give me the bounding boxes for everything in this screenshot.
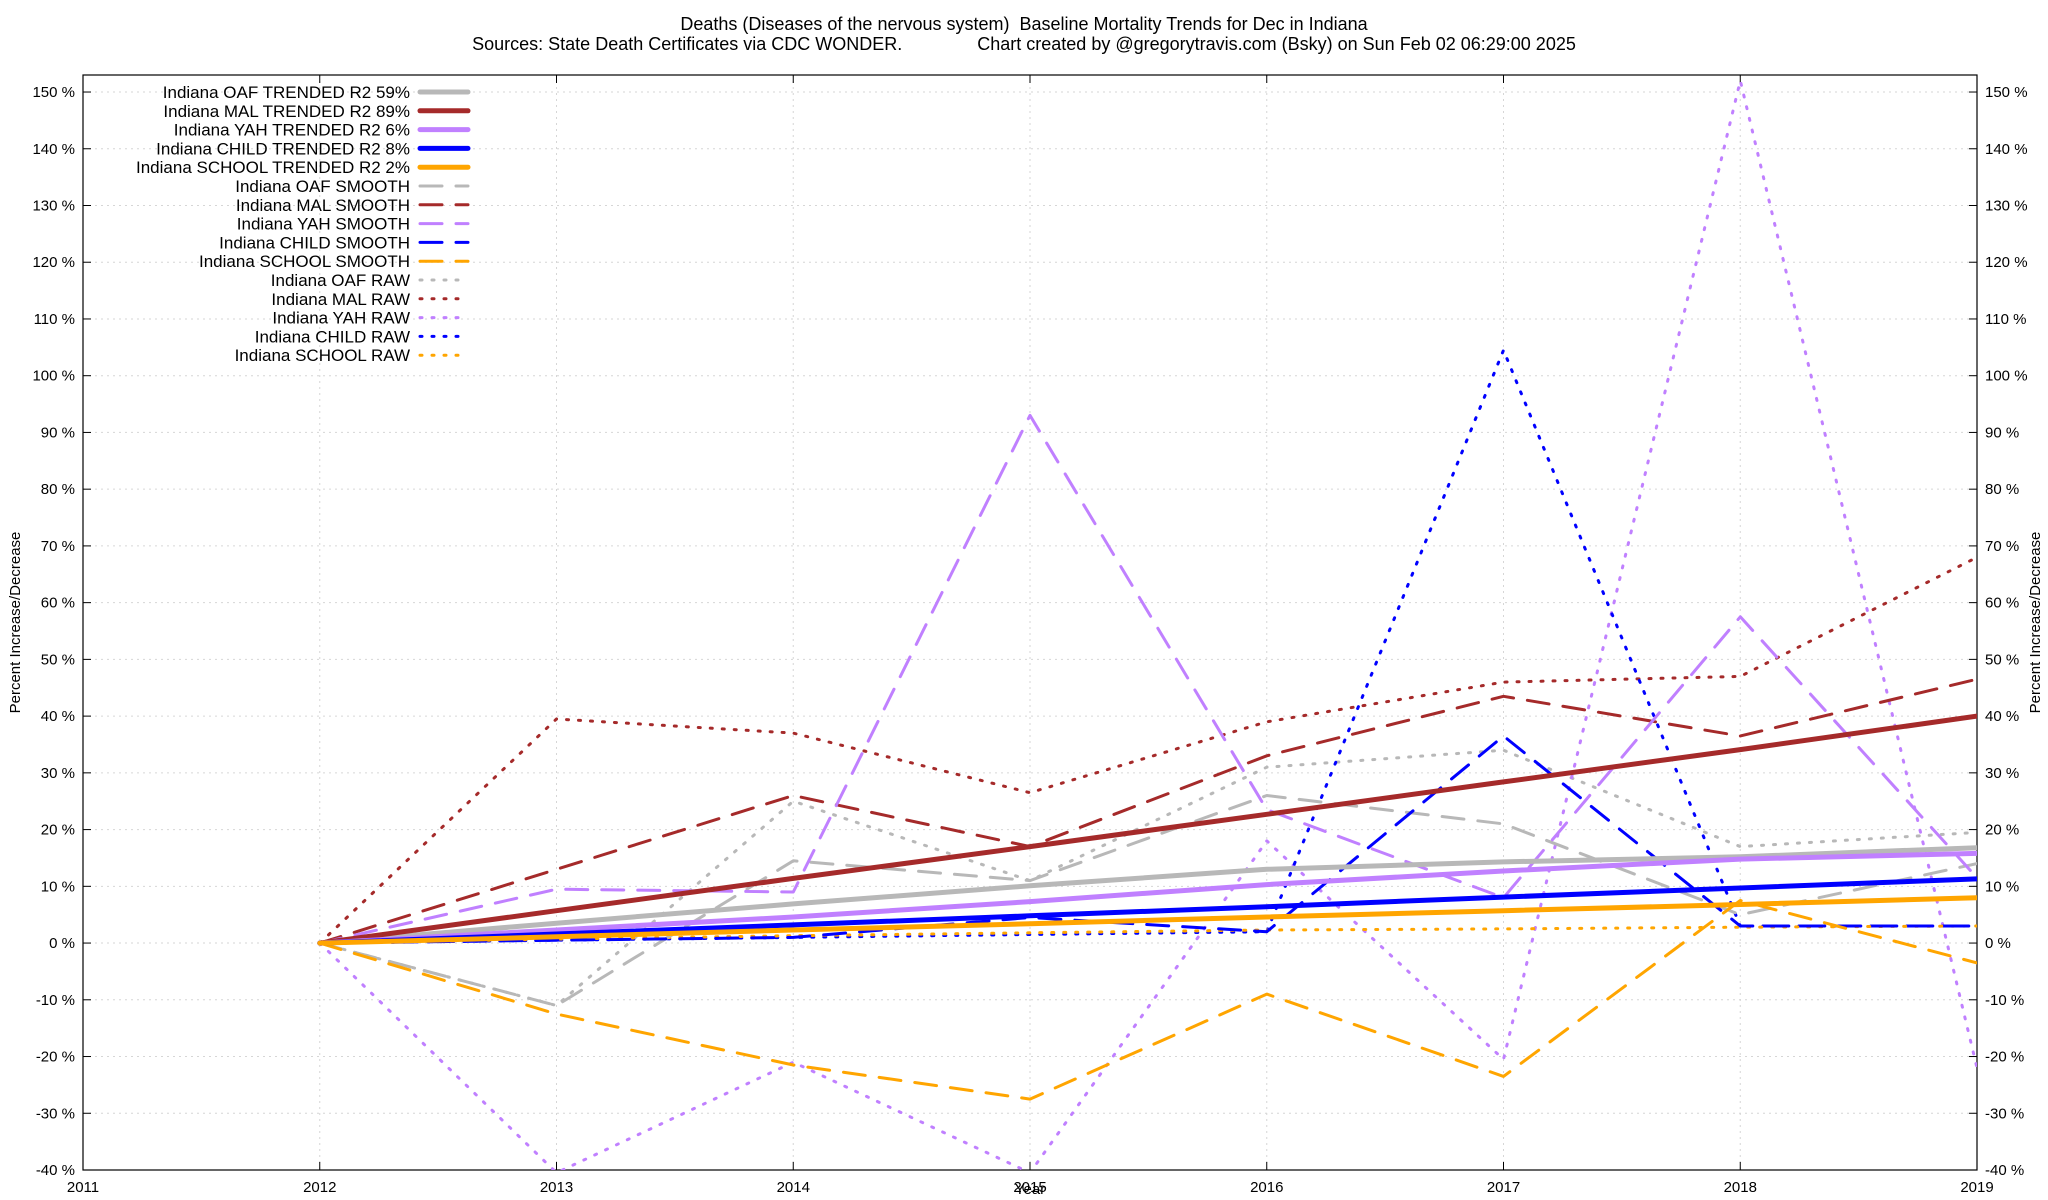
y-tick-label-left: 70 % [41, 538, 75, 555]
y-tick-label-right: 100 % [1985, 368, 2028, 385]
y-tick-label-left: 120 % [32, 254, 75, 271]
y-tick-label-left: 0 % [49, 935, 75, 952]
y-tick-label-left: -20 % [36, 1049, 75, 1066]
legend-label-yah-smooth: Indiana YAH SMOOTH [237, 215, 410, 234]
chart-subtitle: Sources: State Death Certificates via CD… [472, 34, 1576, 54]
y-tick-label-right: 150 % [1985, 84, 2028, 101]
y-tick-label-right: 140 % [1985, 141, 2028, 158]
y-tick-label-left: 20 % [41, 822, 75, 839]
series-line-school-raw [318, 924, 1977, 945]
x-tick-label: 2018 [1724, 1179, 1757, 1196]
series-line-mal-trended [317, 713, 1977, 946]
legend-label-child-raw: Indiana CHILD RAW [255, 327, 410, 346]
legend-label-school-trended: Indiana SCHOOL TRENDED R2 2% [136, 158, 410, 177]
series-line-yah-trended [317, 850, 1977, 946]
legend-label-mal-trended: Indiana MAL TRENDED R2 89% [163, 102, 410, 121]
y-tick-label-left: 130 % [32, 197, 75, 214]
legend-label-child-trended: Indiana CHILD TRENDED R2 8% [156, 139, 410, 158]
x-tick-label: 2019 [1960, 1179, 1993, 1196]
y-tick-label-right: 60 % [1985, 595, 2019, 612]
y-tick-label-right: 0 % [1985, 935, 2011, 952]
y-tick-label-right: 20 % [1985, 822, 2019, 839]
y-axis-label-left: Percent Increase/Decrease [7, 532, 24, 714]
y-tick-label-right: -40 % [1985, 1162, 2024, 1179]
y-tick-label-right: 40 % [1985, 708, 2019, 725]
y-tick-label-right: 80 % [1985, 481, 2019, 498]
y-tick-label-left: 60 % [41, 595, 75, 612]
legend-label-oaf-trended: Indiana OAF TRENDED R2 59% [163, 83, 410, 102]
series-line-child-smooth [318, 734, 1977, 945]
y-tick-label-right: -20 % [1985, 1049, 2024, 1066]
y-tick-label-left: 100 % [32, 368, 75, 385]
x-tick-label: 2011 [67, 1179, 99, 1196]
legend-label-child-smooth: Indiana CHILD SMOOTH [219, 233, 410, 252]
series-line-oaf-raw [318, 748, 1977, 1007]
y-tick-label-right: -30 % [1985, 1105, 2024, 1122]
x-tick-label: 2016 [1250, 1179, 1283, 1196]
legend-label-school-raw: Indiana SCHOOL RAW [235, 346, 410, 365]
legend-label-yah-trended: Indiana YAH TRENDED R2 6% [174, 121, 410, 140]
x-tick-label: 2012 [303, 1179, 336, 1196]
y-tick-label-right: 10 % [1985, 878, 2019, 895]
y-tick-label-right: -10 % [1985, 992, 2024, 1009]
y-tick-label-left: 90 % [41, 424, 75, 441]
y-tick-label-left: -40 % [36, 1162, 75, 1179]
y-tick-label-left: 140 % [32, 141, 75, 158]
legend-label-yah-raw: Indiana YAH RAW [272, 309, 410, 328]
x-tick-label: 2015 [1013, 1179, 1046, 1196]
y-tick-label-right: 130 % [1985, 197, 2028, 214]
legend-label-mal-smooth: Indiana MAL SMOOTH [236, 196, 410, 215]
series-line-oaf-trended [317, 845, 1977, 946]
series-line-mal-smooth [318, 677, 1977, 945]
x-axis-label: Year [1015, 1181, 1045, 1198]
y-tick-label-right: 70 % [1985, 538, 2019, 555]
series-line-yah-raw [318, 79, 1977, 1170]
y-tick-label-left: 150 % [32, 84, 75, 101]
y-tick-label-right: 110 % [1985, 311, 2026, 328]
series-line-child-raw [318, 348, 1977, 945]
y-tick-label-left: -10 % [36, 992, 75, 1009]
x-tick-label: 2014 [777, 1179, 810, 1196]
series-line-child-trended [317, 876, 1977, 946]
x-tick-label: 2017 [1487, 1179, 1520, 1196]
y-tick-label-right: 30 % [1985, 765, 2019, 782]
y-tick-label-left: 110 % [34, 311, 75, 328]
y-tick-label-right: 90 % [1985, 424, 2019, 441]
x-tick-label: 2013 [540, 1179, 573, 1196]
y-tick-label-left: 40 % [41, 708, 75, 725]
series-line-yah-smooth [318, 413, 1977, 945]
chart-title: Deaths (Diseases of the nervous system) … [680, 14, 1368, 34]
series-line-school-trended [317, 895, 1977, 946]
y-tick-label-left: 30 % [41, 765, 75, 782]
series-line-school-smooth [318, 899, 1977, 1101]
legend-label-oaf-raw: Indiana OAF RAW [271, 271, 410, 290]
y-tick-label-right: 120 % [1985, 254, 2028, 271]
y-axis-label-right: Percent Increase/Decrease [2027, 532, 2044, 714]
legend-label-mal-raw: Indiana MAL RAW [271, 290, 410, 309]
y-tick-label-left: 10 % [41, 878, 75, 895]
series-line-oaf-smooth [318, 794, 1977, 1007]
y-tick-label-left: 80 % [41, 481, 75, 498]
legend-label-school-smooth: Indiana SCHOOL SMOOTH [199, 252, 410, 271]
y-tick-label-left: -30 % [36, 1105, 75, 1122]
y-tick-label-right: 50 % [1985, 651, 2019, 668]
legend-label-oaf-smooth: Indiana OAF SMOOTH [235, 177, 410, 196]
y-tick-label-left: 50 % [41, 651, 75, 668]
